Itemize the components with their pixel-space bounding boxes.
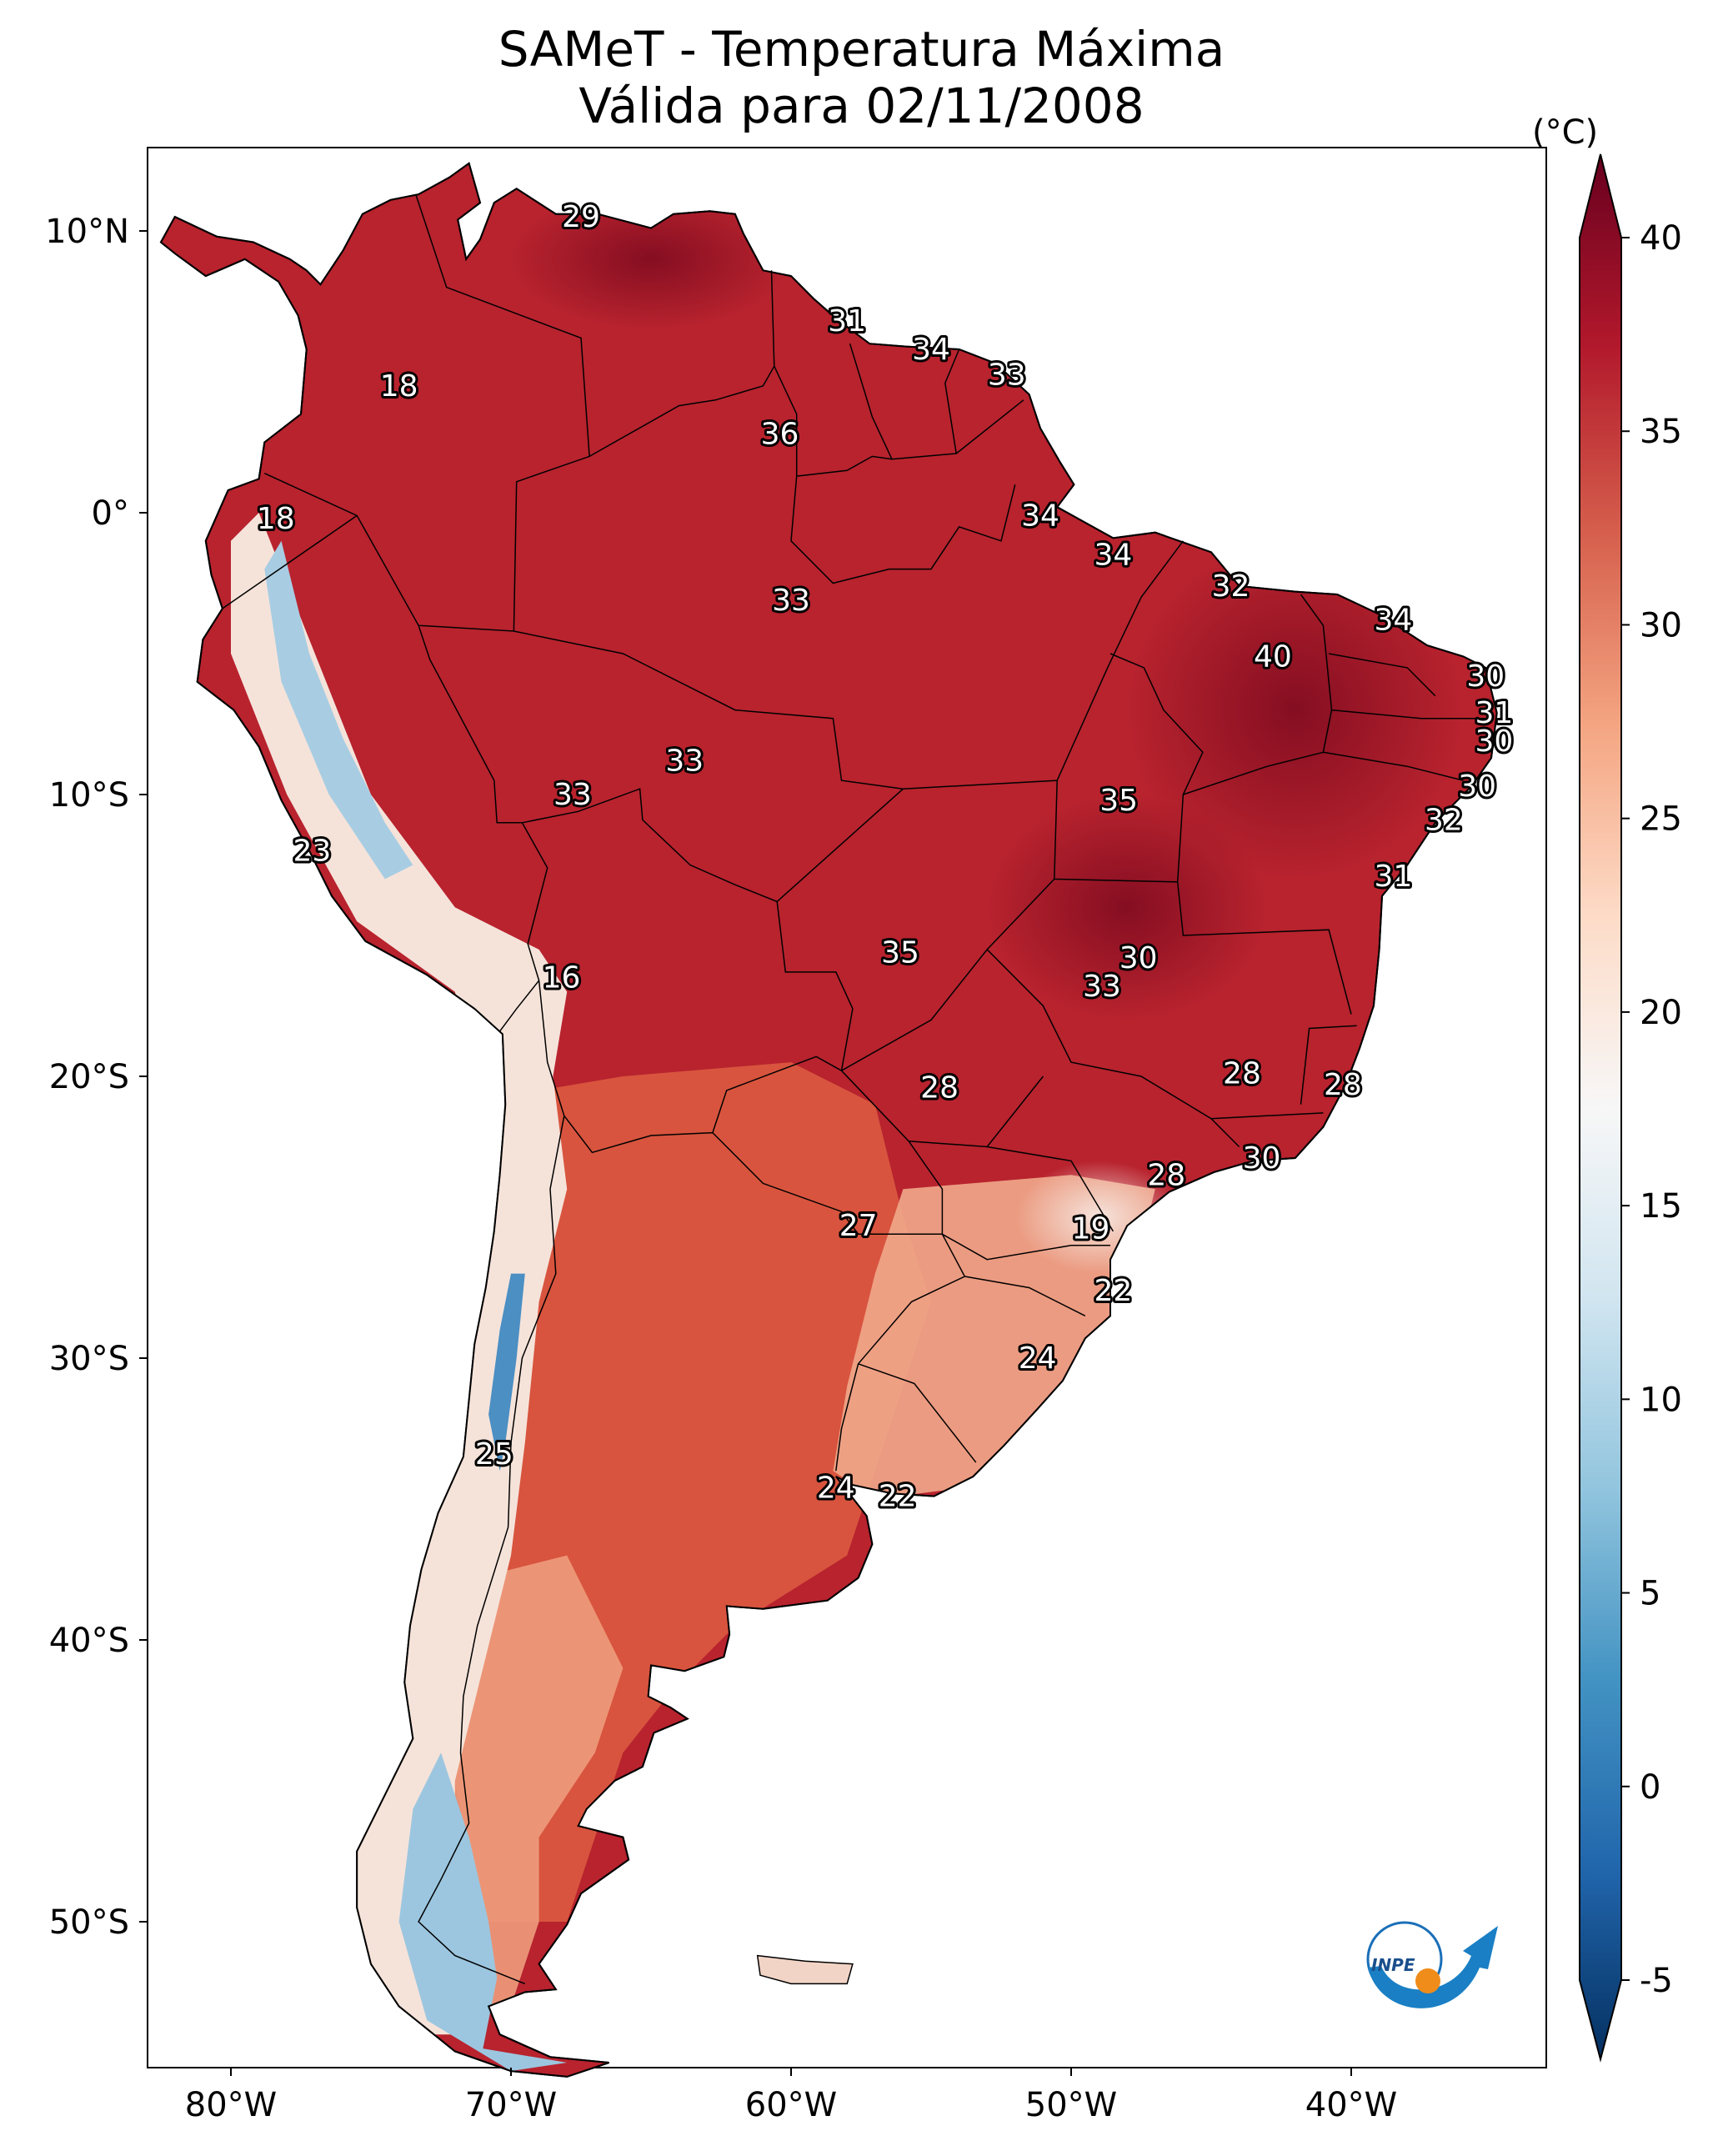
country-state-borders — [222, 193, 1491, 1985]
label-34-ceara: 34 — [1374, 603, 1412, 637]
label-18-colombia: 18 — [380, 369, 418, 404]
map-title: SAMeT - Temperatura Máxima — [498, 21, 1225, 78]
label-24-buenosaires: 24 — [817, 1471, 855, 1505]
label-19-parana: 19 — [1072, 1212, 1110, 1246]
label-25-chile: 25 — [475, 1437, 513, 1472]
colorbar-unit: (°C) — [1532, 113, 1598, 152]
central-hotspot — [987, 794, 1268, 1020]
colorbar-tick-label: 15 — [1640, 1187, 1682, 1226]
label-34-suriname: 34 — [912, 333, 950, 367]
label-35-tocantins: 35 — [1099, 784, 1138, 818]
lon-tick-label: 40°W — [1305, 2086, 1397, 2124]
logo-text: INPE — [1371, 1955, 1415, 1975]
label-23-peru: 23 — [293, 835, 332, 869]
label-28-mg: 28 — [1223, 1057, 1261, 1091]
lat-tick-label: 0° — [92, 494, 129, 533]
label-33-acre: 33 — [665, 744, 704, 778]
label-33-amazonas: 33 — [772, 584, 810, 618]
label-31-pb: 31 — [1475, 696, 1513, 730]
lat-tick-label: 20°S — [49, 1058, 129, 1096]
longitude-axis: 80°W 70°W 60°W 50°W 40°W — [185, 2068, 1397, 2124]
latitude-axis: 10°N 0° 10°S 20°S 30°S 40°S 50°S — [45, 213, 148, 1942]
label-22-sc: 22 — [1094, 1274, 1132, 1308]
label-18-ecuador: 18 — [257, 502, 295, 536]
colorbar-ticks: 40 35 30 25 20 15 10 5 0 -5 — [1621, 219, 1682, 2000]
colorbar-tick-label: 40 — [1640, 219, 1682, 258]
colorbar-tick-label: 5 — [1640, 1575, 1660, 1613]
label-32-sergipe: 32 — [1425, 803, 1463, 837]
colorbar-tick-label: 20 — [1640, 994, 1682, 1032]
lat-tick-label: 30°S — [49, 1340, 129, 1378]
andes-cold-zone — [264, 540, 413, 880]
colorbar-tick-label: 30 — [1640, 606, 1682, 644]
label-35-mt: 35 — [881, 935, 919, 970]
label-30-rn: 30 — [1466, 659, 1505, 694]
label-30-goias: 30 — [1119, 941, 1158, 975]
south-america-landmass — [159, 162, 1498, 2078]
lon-tick-label: 60°W — [745, 2086, 837, 2124]
andes-cool-zone — [231, 513, 568, 2035]
label-29-venezuela: 29 — [562, 200, 600, 234]
label-34-amapa: 34 — [1021, 499, 1059, 533]
colorbar: 40 35 30 25 20 15 10 5 0 -5 (°C) — [1532, 113, 1682, 2063]
label-31-guyana: 31 — [828, 304, 866, 338]
map-subtitle: Válida para 02/11/2008 — [579, 78, 1144, 134]
label-30-rj: 30 — [1243, 1141, 1281, 1176]
coastline — [159, 162, 1498, 2078]
label-24-rs: 24 — [1019, 1341, 1057, 1376]
label-16-bolivia: 16 — [543, 961, 581, 995]
colorbar-tick-label: 0 — [1640, 1768, 1660, 1807]
label-36-roraima: 36 — [761, 417, 799, 451]
inpe-logo: INPE — [1366, 1921, 1498, 2008]
label-30-alagoas: 30 — [1458, 770, 1496, 804]
colorbar-tick-label: 25 — [1640, 800, 1682, 839]
colorbar-bar — [1579, 153, 1622, 2063]
label-31-bahia: 31 — [1374, 860, 1412, 894]
label-40-piaui: 40 — [1254, 639, 1292, 674]
lat-tick-label: 10°N — [45, 213, 129, 251]
andes-coldest-zone — [488, 1273, 525, 1472]
lon-tick-label: 50°W — [1025, 2086, 1117, 2124]
patagonia-cold-zone — [398, 1752, 568, 2072]
colorbar-tick-label: -5 — [1640, 1962, 1673, 2000]
label-33-goias: 33 — [1083, 970, 1121, 1004]
label-27-paraguay: 27 — [839, 1209, 878, 1243]
label-34-para: 34 — [1094, 539, 1132, 573]
label-32-maranhao: 32 — [1212, 569, 1250, 604]
colorbar-tick-label: 10 — [1640, 1381, 1682, 1419]
northern-hotspot — [511, 188, 791, 330]
falkland-islands — [756, 1954, 854, 1985]
label-22-montevideo: 22 — [879, 1480, 917, 1514]
lat-tick-label: 10°S — [49, 776, 129, 815]
lat-tick-label: 50°S — [49, 1903, 129, 1942]
colorbar-tick-label: 35 — [1640, 413, 1682, 451]
lon-tick-label: 70°W — [465, 2086, 557, 2124]
label-30-pe: 30 — [1475, 725, 1513, 759]
northeast-hotspot — [1127, 540, 1464, 880]
label-33-frguiana: 33 — [988, 358, 1026, 392]
label-28-ms: 28 — [920, 1071, 959, 1106]
label-28-sp: 28 — [1147, 1158, 1185, 1192]
label-33-acre-west: 33 — [553, 778, 592, 812]
label-28-es: 28 — [1324, 1068, 1362, 1102]
lat-tick-label: 40°S — [49, 1622, 129, 1660]
lon-tick-label: 80°W — [185, 2086, 277, 2124]
